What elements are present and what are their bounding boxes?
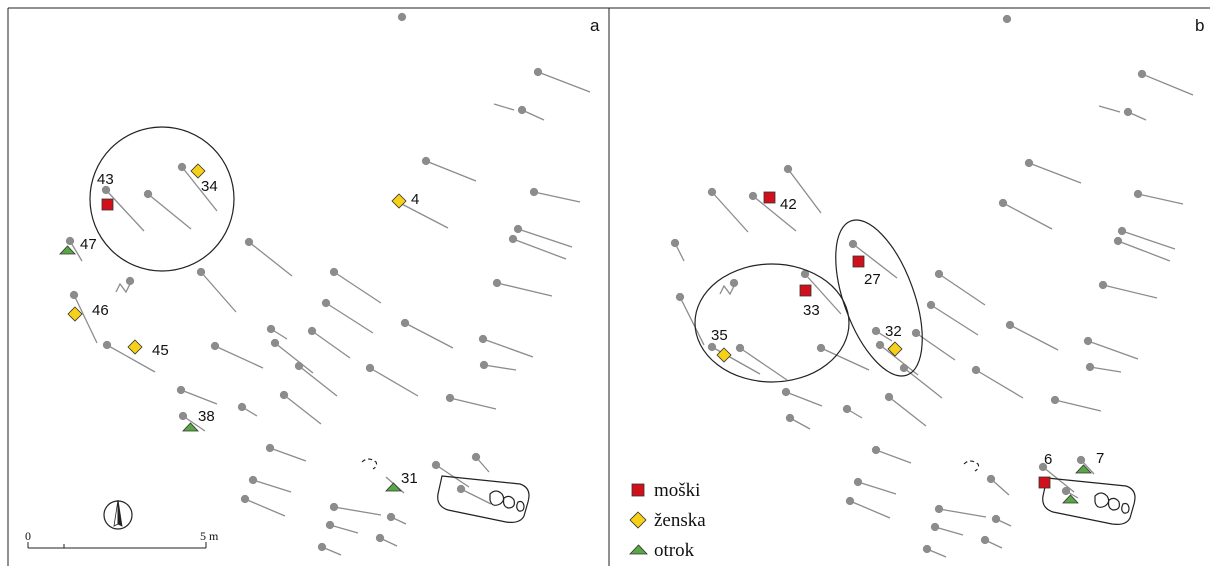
marker-moski: 42 [763, 191, 797, 213]
legend-label: moški [654, 480, 700, 501]
marker-label: 31 [401, 470, 418, 487]
panel-a-group-circle [89, 126, 235, 272]
marker-label: 38 [198, 408, 215, 425]
panel-b-group-ellipse-1 [694, 263, 850, 383]
marker-moski: 33 [799, 284, 820, 319]
scale-bar: 0 5 m [25, 529, 219, 549]
marker-otrok [1062, 494, 1079, 504]
marker-otrok: 7 [1075, 450, 1104, 474]
marker-zenska: 34 [190, 163, 218, 195]
marker-label: 33 [803, 302, 820, 319]
marker-label: 46 [92, 302, 109, 319]
marker-label: 45 [152, 342, 169, 359]
marker-label: 47 [80, 236, 97, 253]
marker-label: 32 [885, 323, 902, 340]
panel-b-group-ellipse-2 [835, 219, 923, 377]
marker-moski: 6 [1038, 451, 1052, 489]
panel-a-label: a [590, 16, 600, 35]
marker-zenska: 45 [127, 339, 169, 359]
panel-b-graves [670, 14, 1194, 558]
panel-a-structure [361, 458, 530, 523]
legend-item-moski: moški [631, 480, 700, 501]
marker-zenska: 35 [711, 327, 732, 363]
legend-label: otrok [654, 540, 695, 561]
scale-end-label: 5 m [200, 529, 219, 543]
north-arrow-icon [103, 499, 133, 530]
marker-zenska: 46 [67, 302, 109, 322]
marker-moski: 27 [852, 255, 881, 288]
panel-frames [7, 7, 1210, 566]
legend-item-otrok: otrok [629, 540, 695, 561]
marker-otrok: 38 [182, 408, 215, 432]
marker-otrok: 31 [385, 470, 418, 492]
marker-otrok: 47 [59, 236, 97, 255]
marker-moski: 43 [97, 171, 114, 211]
marker-label: 35 [711, 327, 728, 344]
marker-zenska: 4 [391, 191, 419, 209]
scale-start-label: 0 [25, 529, 31, 543]
marker-label: 6 [1044, 451, 1052, 468]
panel-a-graves [65, 12, 591, 556]
marker-label: 42 [780, 196, 797, 213]
marker-label: 7 [1096, 450, 1104, 467]
panel-b-markers: 42 27 33 35 32 6 7 [711, 191, 1104, 504]
marker-label: 43 [97, 171, 114, 188]
legend-item-zenska: ženska [629, 510, 706, 531]
panel-b-structure [963, 460, 1136, 525]
marker-label: 4 [411, 191, 419, 208]
legend-label: ženska [654, 510, 706, 531]
marker-label: 27 [864, 271, 881, 288]
marker-label: 34 [201, 178, 218, 195]
legend: moški ženska otrok [629, 480, 706, 561]
marker-zenska: 32 [885, 323, 903, 357]
panel-b-label: b [1195, 16, 1204, 35]
panel-a-markers: 43 34 4 47 46 45 38 31 [59, 163, 419, 492]
